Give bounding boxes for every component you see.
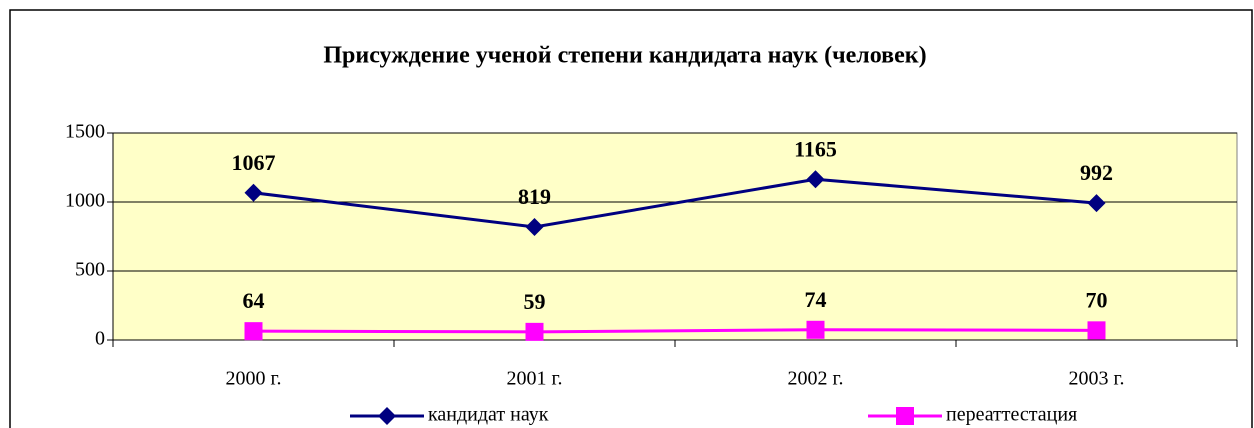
y-tick-label: 1500 [65, 121, 105, 143]
y-tick-label: 1000 [65, 190, 105, 212]
y-tick-label: 0 [95, 328, 105, 350]
value-label: 59 [524, 289, 546, 314]
series-line [253, 177, 1097, 229]
marker [244, 322, 263, 341]
plot-area [112, 132, 1238, 341]
marker [806, 170, 825, 189]
value-label: 1067 [232, 150, 276, 175]
y-tick-label: 500 [75, 259, 105, 281]
chart-title: Присуждение ученой степени кандидата нау… [323, 43, 926, 69]
marker [1087, 194, 1106, 213]
legend-label: переаттестация [946, 404, 1077, 426]
value-label: 64 [243, 288, 265, 313]
marker [806, 320, 825, 339]
chart-frame [9, 9, 1253, 428]
marker [525, 217, 544, 236]
value-label: 74 [805, 287, 827, 312]
x-tick-label: 2002 г. [788, 368, 844, 390]
marker [378, 407, 396, 425]
value-label: 819 [518, 184, 551, 209]
marker [896, 407, 914, 425]
value-label: 1165 [794, 136, 837, 161]
marker [525, 322, 544, 341]
legend-label: кандидат наук [428, 404, 549, 426]
x-tick-label: 2000 г. [226, 368, 282, 390]
x-tick-label: 2001 г. [507, 368, 563, 390]
marker [1087, 321, 1106, 340]
value-label: 992 [1080, 160, 1113, 185]
x-tick-label: 2003 г. [1069, 368, 1125, 390]
series-line [253, 328, 1097, 334]
marker [244, 183, 263, 202]
value-label: 70 [1086, 287, 1108, 312]
